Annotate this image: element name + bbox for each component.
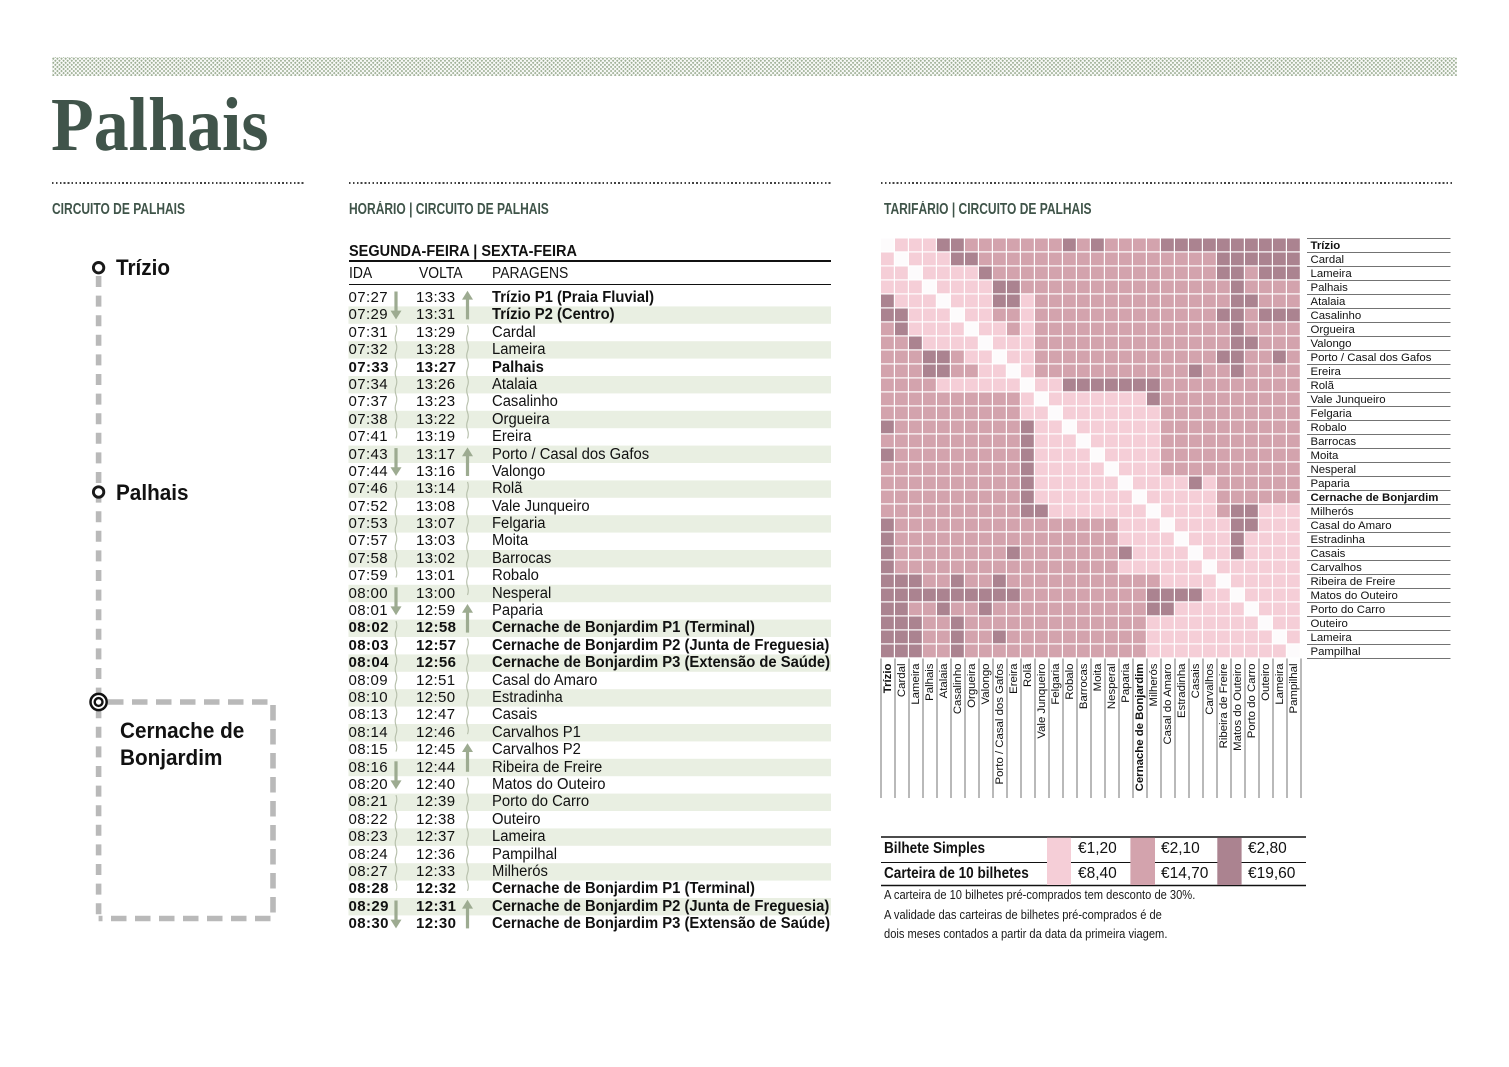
svg-text:Casais: Casais: [1190, 663, 1202, 698]
svg-text:Barrocas: Barrocas: [1078, 663, 1090, 709]
svg-text:Palhais: Palhais: [924, 663, 936, 701]
svg-text:Orgueira: Orgueira: [966, 663, 978, 708]
svg-text:Ribeira de Freire: Ribeira de Freire: [1218, 664, 1230, 749]
svg-text:Pampilhal: Pampilhal: [1288, 664, 1300, 714]
svg-text:Vale Junqueiro: Vale Junqueiro: [1036, 664, 1048, 739]
svg-text:Matos do Outeiro: Matos do Outeiro: [1232, 664, 1244, 751]
svg-text:Lameira: Lameira: [1274, 663, 1286, 705]
svg-text:Trízio: Trízio: [882, 663, 894, 693]
svg-text:Nesperal: Nesperal: [1106, 664, 1118, 710]
svg-text:Estradinha: Estradinha: [1176, 663, 1188, 718]
svg-text:Cardal: Cardal: [896, 664, 908, 698]
svg-text:Carvalhos: Carvalhos: [1204, 663, 1216, 715]
svg-text:Porto / Casal dos Gafos: Porto / Casal dos Gafos: [994, 663, 1006, 784]
svg-text:Casalinho: Casalinho: [952, 664, 964, 715]
svg-text:Outeiro: Outeiro: [1260, 664, 1272, 701]
svg-text:Lameira: Lameira: [910, 663, 922, 705]
svg-text:Porto do Carro: Porto do Carro: [1246, 664, 1258, 739]
svg-text:Valongo: Valongo: [980, 664, 992, 705]
svg-text:Rolã: Rolã: [1022, 663, 1034, 687]
svg-text:Moita: Moita: [1092, 663, 1104, 692]
svg-text:Ereira: Ereira: [1008, 663, 1020, 694]
svg-text:Cernache de Bonjardim: Cernache de Bonjardim: [1134, 664, 1146, 792]
svg-text:Paparia: Paparia: [1120, 663, 1132, 703]
svg-text:Felgaria: Felgaria: [1050, 663, 1062, 705]
svg-text:Milherós: Milherós: [1148, 663, 1160, 706]
svg-text:Atalaia: Atalaia: [938, 663, 950, 698]
svg-text:Robalo: Robalo: [1064, 664, 1076, 700]
svg-text:Casal do Amaro: Casal do Amaro: [1162, 664, 1174, 745]
